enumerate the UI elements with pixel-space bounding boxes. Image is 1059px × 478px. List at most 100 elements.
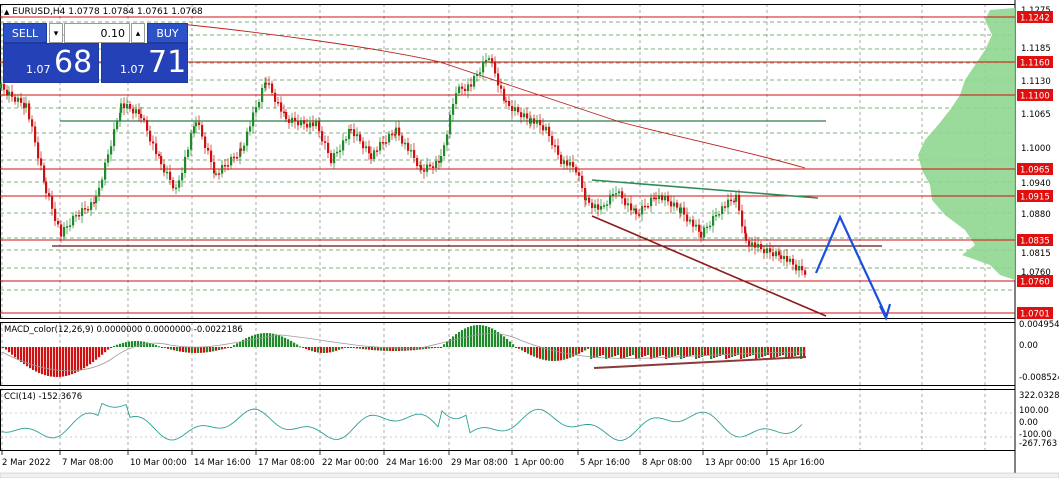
candle-body <box>801 266 804 271</box>
buy-price-box[interactable]: 1.07 71 <box>101 43 188 83</box>
candle-body <box>633 208 636 211</box>
macd-bar <box>743 347 746 358</box>
macd-bar <box>347 347 350 348</box>
macd-bar <box>530 347 533 356</box>
candle-body <box>195 122 198 127</box>
macd-bar <box>317 347 320 353</box>
price-tag-label: 1.0835 <box>1020 237 1050 247</box>
candle-body <box>664 196 667 201</box>
candle-body <box>31 119 34 127</box>
candle-body <box>45 181 48 194</box>
candle-body <box>350 129 353 131</box>
macd-bar <box>116 344 119 347</box>
macd-bar <box>728 347 731 358</box>
macd-bar <box>107 347 110 350</box>
macd-bar <box>494 330 497 347</box>
sell-price-box[interactable]: 1.07 68 <box>3 43 99 83</box>
candle-body <box>240 148 243 151</box>
candle-body <box>268 83 271 85</box>
candle-body <box>274 92 277 102</box>
candle-body <box>224 165 227 167</box>
candle-body <box>327 142 330 153</box>
macd-bar <box>104 347 107 353</box>
macd-bar <box>245 338 248 347</box>
symbol-header: ▲ EURUSD,H4 1.0778 1.0784 1.0761 1.0768 <box>4 7 203 17</box>
price-tag-bg <box>1017 11 1053 23</box>
collapse-triangle-icon[interactable]: ▲ <box>4 8 10 16</box>
candle-body <box>517 107 520 113</box>
lot-size-input[interactable] <box>64 23 130 43</box>
buy-button[interactable]: BUY <box>147 23 188 43</box>
candle-body <box>330 153 333 164</box>
macd-bar <box>548 347 551 361</box>
candle-body <box>413 150 416 158</box>
candle-body <box>647 206 650 208</box>
macd-bar <box>464 328 467 347</box>
macd-bar <box>575 347 578 356</box>
candle-body <box>34 126 37 143</box>
candle-body <box>780 255 783 259</box>
macd-bar <box>260 333 263 347</box>
macd-bar <box>230 347 233 348</box>
lot-increase-button[interactable]: ▴ <box>131 23 145 43</box>
macd-bar <box>26 347 29 367</box>
sell-button[interactable]: SELL <box>3 23 47 43</box>
macd-bar <box>275 334 278 347</box>
candle-body <box>715 214 718 217</box>
macd-bar <box>713 347 716 358</box>
candle-body <box>17 97 20 102</box>
candle-body <box>789 258 792 262</box>
macd-bar <box>644 347 647 356</box>
candle-body <box>661 195 664 201</box>
macd-bar <box>233 345 236 347</box>
macd-bar <box>320 347 323 353</box>
macd-bar <box>677 347 680 355</box>
candle-body <box>407 142 410 151</box>
macd-bar <box>794 347 797 356</box>
macd-bar <box>434 347 437 348</box>
macd-bar <box>422 347 425 350</box>
macd-bar <box>536 347 539 358</box>
price-tag: 1.0835 <box>1017 234 1053 247</box>
macd-bar <box>125 342 128 347</box>
macd-bar <box>629 347 632 356</box>
candle-body <box>342 140 345 151</box>
macd-bar <box>617 347 620 355</box>
candle-body <box>435 160 438 168</box>
macd-bar <box>584 347 587 351</box>
candle-body <box>336 151 339 154</box>
macd-bar <box>359 347 362 349</box>
candle-body <box>488 58 491 60</box>
macd-bar <box>461 330 464 347</box>
macd-bar <box>95 347 98 360</box>
lot-decrease-button[interactable]: ▾ <box>49 23 63 43</box>
macd-bar <box>236 343 239 347</box>
macd-bar <box>158 346 161 348</box>
chart-scrollbar[interactable] <box>0 472 1059 478</box>
candle-body <box>113 129 116 147</box>
price-axis-label: 1.0760 <box>1021 268 1051 278</box>
macd-bar <box>518 347 521 349</box>
cci-axis-label: 322.0328 <box>1019 391 1059 401</box>
macd-bar <box>650 347 653 359</box>
candle-body <box>101 179 104 188</box>
candle-body <box>438 160 441 163</box>
macd-bar <box>446 341 449 347</box>
macd-bar <box>389 347 392 351</box>
macd-bar <box>725 347 728 359</box>
macd-bar <box>299 346 302 348</box>
candle-body <box>312 122 315 127</box>
candle-body <box>658 195 661 199</box>
macd-bar <box>98 347 101 358</box>
candle-body <box>404 142 407 145</box>
macd-bar <box>164 347 167 349</box>
candle-body <box>291 117 294 123</box>
macd-bar <box>740 347 743 359</box>
time-axis-label: 29 Mar 08:00 <box>451 458 508 468</box>
macd-bar <box>500 334 503 347</box>
symbol-header-text: EURUSD,H4 1.0778 1.0784 1.0761 1.0768 <box>12 7 203 17</box>
candle-body <box>748 240 751 246</box>
buy-price-prefix: 1.07 <box>120 63 145 76</box>
macd-bar <box>608 347 611 358</box>
